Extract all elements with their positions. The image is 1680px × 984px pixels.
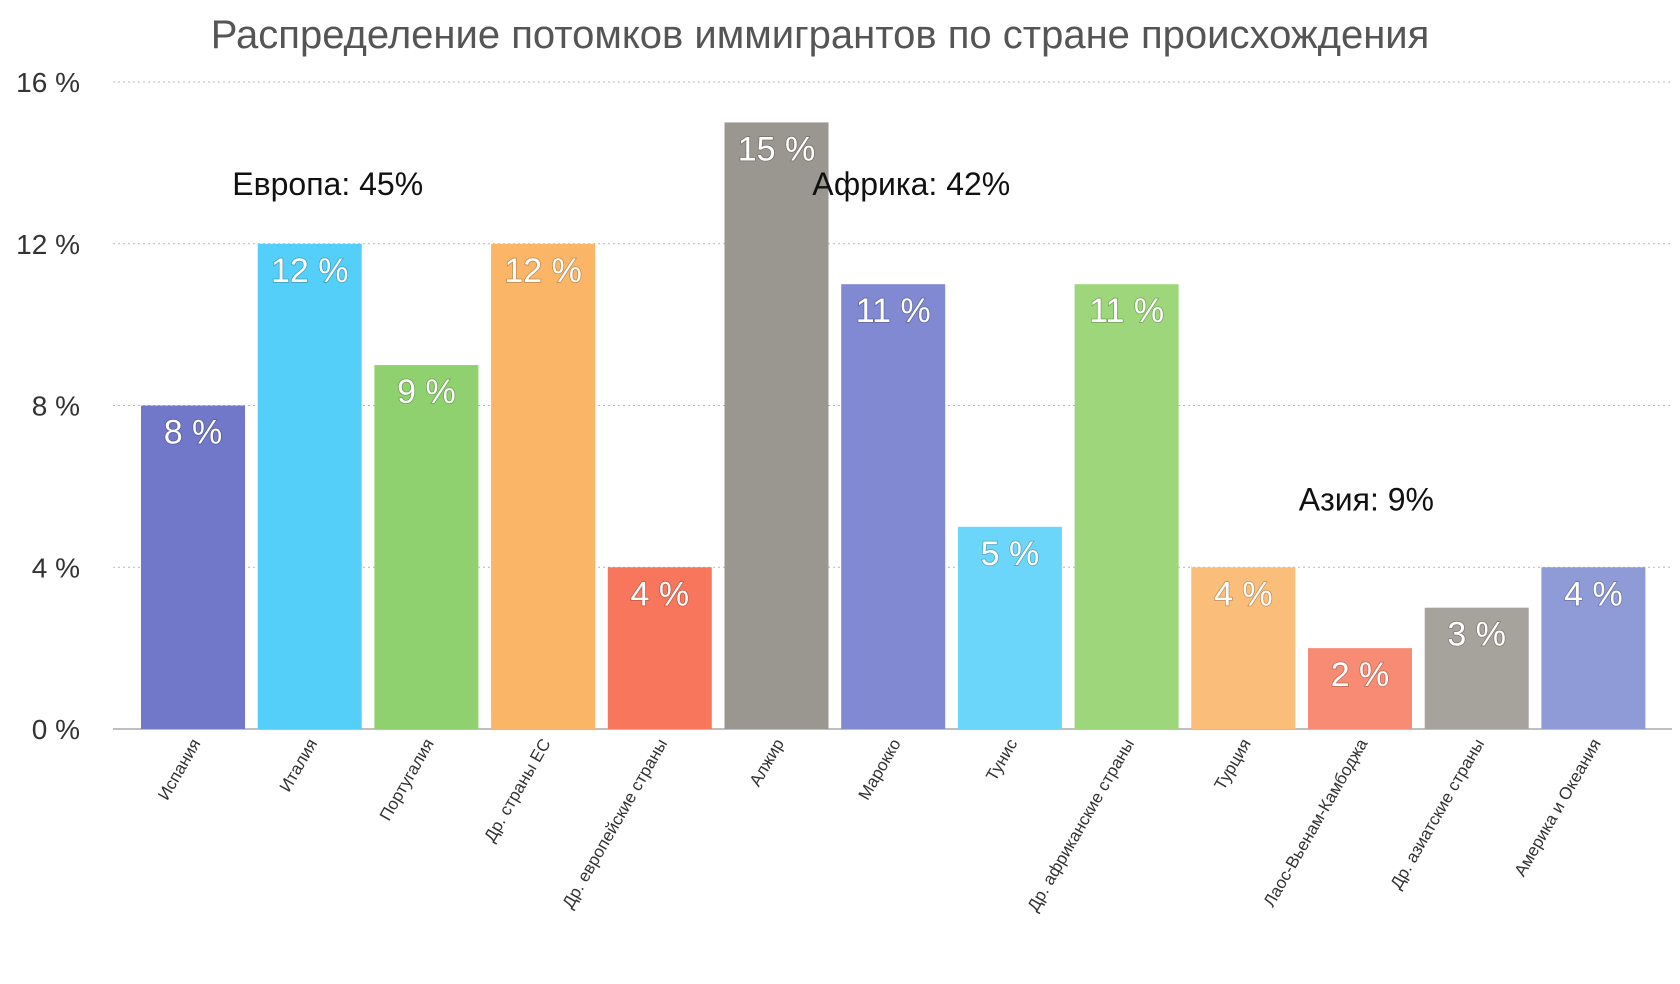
x-tick-label: Турция (1210, 736, 1254, 794)
x-tick-label: Алжир (746, 736, 788, 790)
bar (141, 405, 245, 729)
group-annotation: Африка: 42% (812, 166, 1010, 202)
annotations: Европа: 45% Африка: 42% Азия: 9% (232, 166, 1434, 517)
bars: 8 % 12 % 9 % 12 % 4 % 15 % 11 % 5 % 11 % 4 % 2 % 3 … (141, 122, 1646, 729)
data-label: 2 % (1331, 656, 1390, 694)
bar (257, 243, 362, 729)
y-tick-label: 16 % (16, 67, 80, 98)
data-label: 4 % (1214, 575, 1273, 613)
data-label: 4 % (631, 575, 690, 613)
data-label: 12 % (504, 252, 582, 290)
y-tick-label: 8 % (32, 391, 80, 422)
x-tick-label: Др. азиатские страны (1387, 736, 1488, 893)
data-label: 11 % (856, 292, 931, 330)
x-tick-label: Италия (276, 736, 321, 796)
bar (1074, 284, 1179, 729)
x-tick-label: Др. африканские страны (1024, 736, 1138, 915)
bar (957, 526, 1062, 729)
bar (491, 243, 596, 729)
bar (1308, 648, 1412, 729)
x-tick-label: Др. европейские страны (559, 736, 672, 912)
y-tick-label: 0 % (32, 714, 80, 745)
data-label: 15 % (738, 130, 816, 168)
bar (724, 122, 829, 729)
bar (374, 365, 479, 729)
chart-title: Распределение потомков иммигрантов по ст… (211, 13, 1430, 57)
data-label: 3 % (1447, 616, 1506, 654)
group-annotation: Азия: 9% (1299, 482, 1434, 518)
y-tick-label: 4 % (32, 552, 80, 583)
data-label: 5 % (981, 535, 1040, 573)
x-axis: Испания Италия Португалия Др. страны ЕС Др. … (154, 735, 1605, 915)
x-tick-label: Америка и Океания (1511, 736, 1605, 880)
data-label: 4 % (1564, 575, 1623, 613)
data-label: 12 % (271, 252, 349, 290)
x-tick-label: Испания (154, 736, 204, 804)
data-label: 11 % (1089, 292, 1164, 330)
x-tick-label: Лаос-Вьенам-Камбоджа (1260, 735, 1372, 910)
group-annotation: Европа: 45% (232, 166, 423, 202)
bar (1191, 567, 1296, 729)
data-label: 8 % (164, 414, 223, 452)
bar (841, 284, 946, 729)
bar (1541, 567, 1646, 729)
x-tick-label: Португалия (376, 736, 438, 824)
bar (1424, 607, 1529, 729)
x-tick-label: Др. страны ЕС (480, 736, 554, 846)
x-tick-label: Тунис (982, 735, 1021, 784)
y-tick-label: 12 % (16, 229, 80, 260)
y-axis: 0 % 4 % 8 % 12 % 16 % (16, 67, 80, 745)
x-tick-label: Марокко (855, 736, 905, 804)
data-label: 9 % (397, 373, 456, 411)
bar (607, 567, 712, 729)
